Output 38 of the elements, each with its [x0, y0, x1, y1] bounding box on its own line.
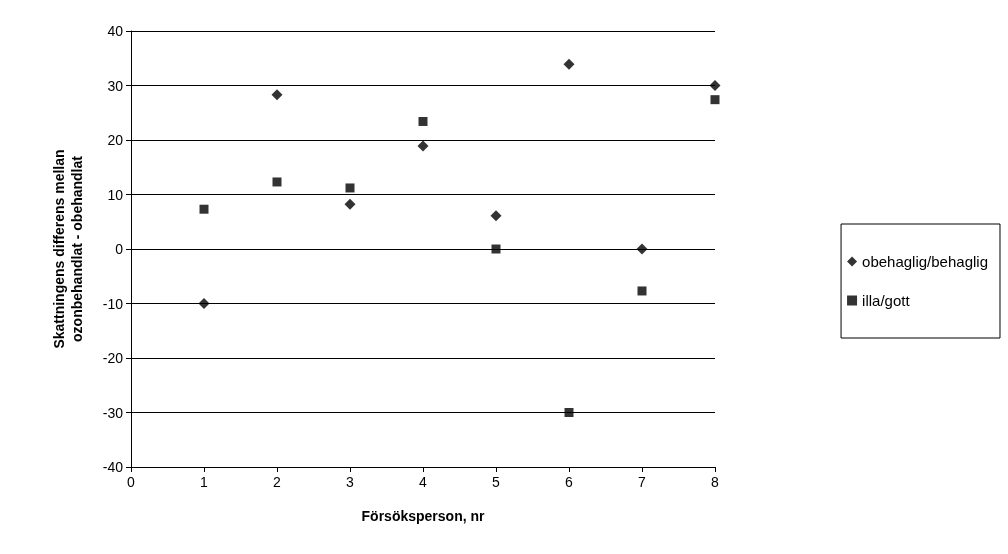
y-tick-label: 10: [107, 186, 124, 203]
y-axis-title: Skattningens differens mellan ozonbehandlat - obehandlat: [51, 149, 85, 349]
point: [637, 286, 647, 296]
point: [490, 210, 502, 222]
x-tick-label: 5: [492, 474, 501, 490]
point: [710, 95, 720, 105]
x-tick-label: 1: [200, 474, 209, 490]
y-tick-label: -20: [102, 350, 124, 366]
x-tick-label: 6: [565, 474, 574, 490]
x-tick-label: 0: [127, 474, 136, 490]
point: [491, 244, 501, 254]
y-tick-label: 40: [107, 23, 124, 39]
point: [199, 204, 209, 214]
x-tick-label: 7: [638, 474, 647, 490]
x-axis-title: Försöksperson, nr: [361, 508, 486, 524]
y-tick-label: -30: [102, 404, 124, 421]
point: [418, 116, 428, 126]
point: [709, 80, 721, 91]
point: [344, 198, 356, 210]
point: [271, 89, 283, 101]
x-tick-label: 8: [711, 474, 720, 490]
point: [563, 58, 575, 70]
point: [564, 408, 574, 417]
y-tick-label: 30: [107, 77, 124, 94]
y-tick-label: -40: [102, 459, 124, 475]
x-tick-label: 3: [346, 474, 355, 490]
y-tick-label: 20: [107, 132, 124, 148]
point: [198, 298, 210, 309]
x-tick-label: 2: [273, 474, 282, 490]
legend-label: obehaglig/behaglig: [862, 253, 989, 270]
legend-label: illa/gott: [862, 292, 911, 309]
point: [345, 183, 355, 193]
point: [636, 243, 648, 255]
x-tick-label: 4: [419, 474, 428, 490]
point: [417, 140, 429, 152]
y-tick-label: 0: [115, 241, 124, 257]
point: [272, 177, 282, 187]
y-tick-label: -10: [102, 295, 124, 312]
